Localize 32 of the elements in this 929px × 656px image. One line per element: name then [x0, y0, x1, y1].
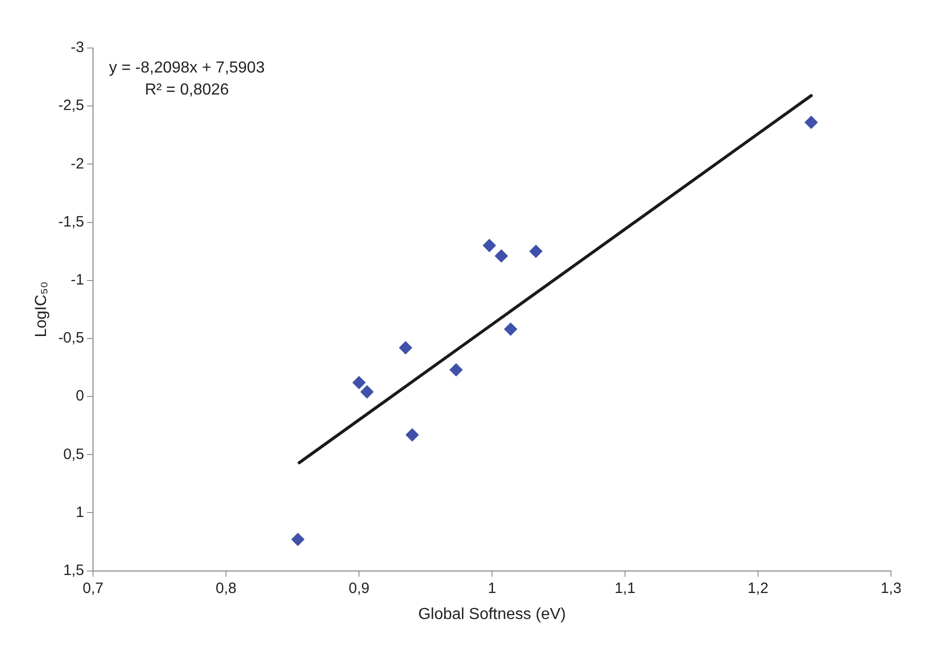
point [504, 322, 518, 336]
y-tick-label: 0,5 [63, 446, 84, 463]
y-tick-label: -1,5 [58, 213, 84, 230]
x-tick-label: 1 [488, 580, 496, 597]
annotation: y = -8,2098x + 7,5903 [109, 59, 265, 76]
annotation: R² = 0,8026 [144, 81, 230, 98]
y-tick-label: -2 [70, 155, 84, 172]
x-tick-label: 1,1 [614, 580, 636, 597]
x-tick-label: 0,8 [216, 580, 236, 597]
y-tick-label: 1 [76, 504, 84, 521]
point [406, 428, 419, 442]
point [450, 363, 463, 376]
x-axis-title: Global Softness (eV) [418, 606, 566, 623]
y-tick-label: -1 [70, 271, 84, 288]
y-tick-label: -0,5 [58, 330, 84, 347]
y-tick-label: -2,5 [58, 97, 84, 114]
y-axis-title: LogIC₅₀ [33, 282, 50, 338]
point [804, 116, 818, 129]
point [399, 341, 412, 354]
x-tick-label: 1,3 [880, 580, 902, 597]
point [529, 244, 542, 258]
point [291, 532, 304, 546]
point [494, 249, 508, 262]
point [352, 376, 366, 390]
x-tick-label: 0,7 [82, 580, 104, 597]
point [360, 385, 374, 398]
x-tick-label: 0,9 [348, 580, 370, 597]
y-tick-label: -3 [70, 39, 84, 56]
x-tick-label: 1,2 [748, 580, 768, 597]
point [482, 239, 496, 252]
y-tick-label: 0 [76, 388, 84, 405]
y-tick-label: 1,5 [63, 562, 84, 579]
